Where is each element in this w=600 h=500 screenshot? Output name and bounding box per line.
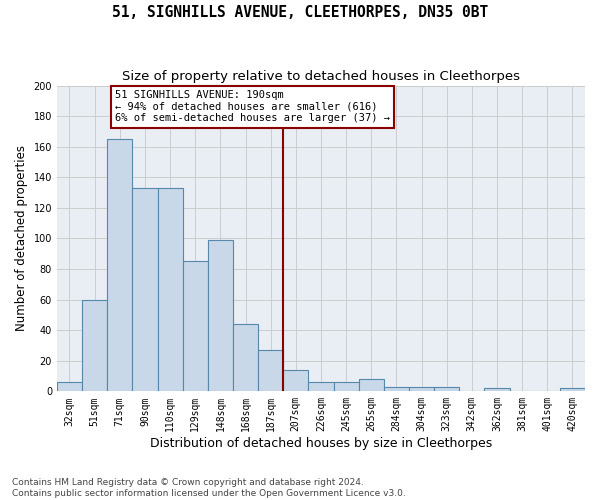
Bar	[484, 388, 509, 392]
Bar	[434, 386, 459, 392]
Bar	[283, 370, 308, 392]
Bar	[107, 139, 133, 392]
Bar	[158, 188, 182, 392]
Text: 51 SIGNHILLS AVENUE: 190sqm
← 94% of detached houses are smaller (616)
6% of sem: 51 SIGNHILLS AVENUE: 190sqm ← 94% of det…	[115, 90, 390, 124]
X-axis label: Distribution of detached houses by size in Cleethorpes: Distribution of detached houses by size …	[150, 437, 492, 450]
Bar	[359, 379, 384, 392]
Bar	[334, 382, 359, 392]
Bar	[384, 386, 409, 392]
Bar	[409, 386, 434, 392]
Bar	[233, 324, 258, 392]
Bar	[208, 240, 233, 392]
Bar	[133, 188, 158, 392]
Bar	[182, 262, 208, 392]
Bar	[560, 388, 585, 392]
Bar	[308, 382, 334, 392]
Text: Contains HM Land Registry data © Crown copyright and database right 2024.
Contai: Contains HM Land Registry data © Crown c…	[12, 478, 406, 498]
Y-axis label: Number of detached properties: Number of detached properties	[15, 146, 28, 332]
Bar	[258, 350, 283, 392]
Bar	[57, 382, 82, 392]
Title: Size of property relative to detached houses in Cleethorpes: Size of property relative to detached ho…	[122, 70, 520, 83]
Text: 51, SIGNHILLS AVENUE, CLEETHORPES, DN35 0BT: 51, SIGNHILLS AVENUE, CLEETHORPES, DN35 …	[112, 5, 488, 20]
Bar	[82, 300, 107, 392]
